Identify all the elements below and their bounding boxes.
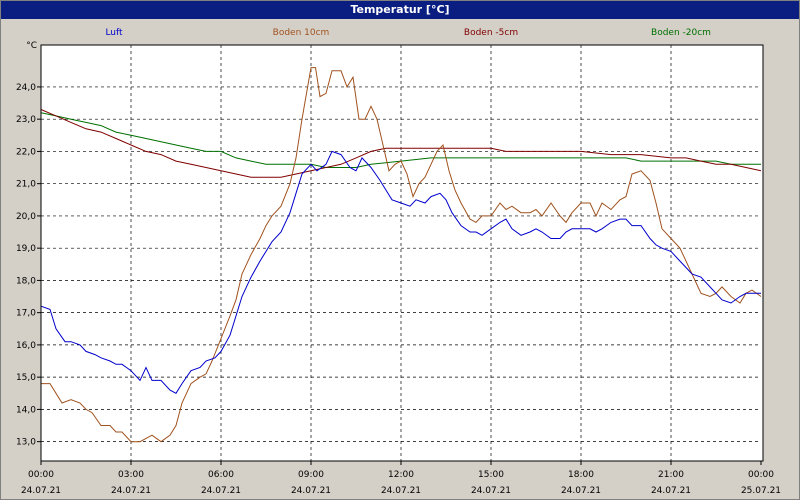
y-tick-label: 21,0: [16, 180, 36, 190]
legend: Luft Boden 10cm Boden -5cm Boden -20cm: [105, 28, 711, 38]
x-tick-date: 24.07.21: [201, 486, 241, 496]
y-tick-label: 14,0: [16, 405, 36, 415]
series-lines: [40, 67, 762, 443]
y-tick-label: 24,0: [16, 83, 36, 93]
y-tick-label: 19,0: [16, 244, 36, 254]
x-tick-time: 15:00: [478, 470, 504, 480]
y-axis-unit: °C: [26, 41, 37, 51]
legend-label: Boden -20cm: [651, 28, 711, 38]
x-tick-date: 24.07.21: [111, 486, 151, 496]
y-tick-label: 22,0: [16, 147, 36, 157]
window-title: Temperatur [°C]: [1, 1, 799, 19]
grid: [41, 45, 761, 461]
series-line-1: [41, 67, 762, 443]
series-line-2: [40, 109, 762, 178]
y-tick-label: 16,0: [16, 341, 36, 351]
x-tick-date: 24.07.21: [561, 486, 601, 496]
legend-label: Luft: [105, 28, 123, 38]
series-line-0: [40, 150, 761, 394]
x-tick-time: 03:00: [118, 470, 144, 480]
legend-label: Boden -5cm: [464, 28, 518, 38]
x-tick-time: 09:00: [298, 470, 324, 480]
x-tick-date: 25.07.21: [741, 486, 781, 496]
x-tick-date: 24.07.21: [21, 486, 61, 496]
x-tick-date: 24.07.21: [471, 486, 511, 496]
x-tick-time: 00:00: [748, 470, 774, 480]
axes: 13,0 14,0 15,0 16,0 17,0 18,0 19,0 20,0 21,0 22,0…: [16, 41, 781, 496]
x-tick-time: 06:00: [208, 470, 234, 480]
y-tick-label: 17,0: [16, 309, 36, 319]
y-tick-label: 18,0: [16, 276, 36, 286]
x-tick-time: 12:00: [388, 470, 414, 480]
y-tick-label: 23,0: [16, 115, 36, 125]
x-tick-date: 24.07.21: [381, 486, 421, 496]
x-tick-date: 24.07.21: [651, 486, 691, 496]
y-tick-label: 15,0: [16, 373, 36, 383]
x-tick-time: 18:00: [568, 470, 594, 480]
x-tick-time: 21:00: [658, 470, 684, 480]
x-tick-time: 00:00: [28, 470, 54, 480]
plot-frame: [40, 44, 764, 462]
y-tick-label: 13,0: [16, 438, 36, 448]
x-tick-date: 24.07.21: [291, 486, 331, 496]
y-tick-label: 20,0: [16, 212, 36, 222]
legend-label: Boden 10cm: [273, 28, 330, 38]
plot-area: [41, 45, 763, 461]
